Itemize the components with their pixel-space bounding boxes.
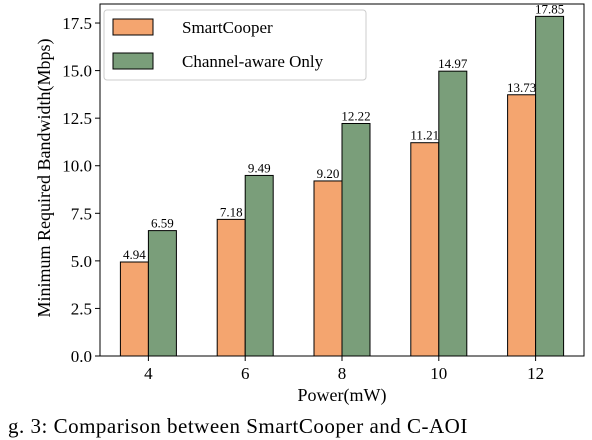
data-label: 17.85 xyxy=(535,1,564,16)
x-axis: 4 6 8 10 12 xyxy=(144,356,544,383)
y-tick-label: 12.5 xyxy=(62,109,92,128)
legend-swatch-channel-aware-only xyxy=(112,52,154,70)
x-tick-label: 10 xyxy=(430,364,447,383)
legend-box xyxy=(103,9,367,81)
x-tick-label: 4 xyxy=(144,364,153,383)
y-tick-label: 10.0 xyxy=(62,157,92,176)
x-tick-label: 12 xyxy=(527,364,544,383)
legend-label-smartcooper: SmartCooper xyxy=(182,18,273,37)
data-label: 12.22 xyxy=(341,108,370,123)
bars-group xyxy=(119,15,565,357)
data-label: 9.49 xyxy=(248,160,271,175)
bar-smartcooper xyxy=(410,142,440,357)
x-tick-label: 6 xyxy=(241,364,250,383)
bar-channel-aware-only xyxy=(535,15,565,357)
legend-swatch-smartcooper xyxy=(112,18,154,36)
y-axis-title: Minimum Required Bandwidth(Mbps) xyxy=(34,39,55,318)
x-axis-title: Power(mW) xyxy=(298,385,387,406)
y-tick-label: 0.0 xyxy=(71,347,92,366)
bar-smartcooper xyxy=(119,261,149,357)
data-label: 9.20 xyxy=(317,166,340,181)
figure-caption: g. 3: Comparison between SmartCooper and… xyxy=(8,414,468,438)
data-label: 14.97 xyxy=(438,56,468,71)
data-labels-group: 4.94 6.59 7.18 9.49 9.20 12.22 11.21 14.97 13.73… xyxy=(123,1,564,262)
bar-channel-aware-only xyxy=(438,70,468,357)
data-label: 4.94 xyxy=(123,247,146,262)
legend-label-channel-aware-only: Channel-aware Only xyxy=(182,52,324,71)
bar-smartcooper xyxy=(313,180,343,357)
bar-channel-aware-only xyxy=(341,122,371,357)
data-label: 13.73 xyxy=(507,80,536,95)
y-tick-label: 17.5 xyxy=(62,14,92,33)
data-label: 6.59 xyxy=(151,216,174,231)
y-tick-label: 7.5 xyxy=(71,204,92,223)
data-label: 11.21 xyxy=(410,128,439,143)
y-tick-label: 2.5 xyxy=(71,299,92,318)
bar-smartcooper xyxy=(216,218,246,357)
data-label: 7.18 xyxy=(220,204,243,219)
y-tick-label: 15.0 xyxy=(62,62,92,81)
bar-channel-aware-only xyxy=(244,174,274,357)
legend: SmartCooper Channel-aware Only xyxy=(103,9,367,81)
x-tick-label: 8 xyxy=(338,364,347,383)
bar-smartcooper xyxy=(507,94,537,357)
y-axis: 0.0 2.5 5.0 7.5 10.0 12.5 15.0 17.5 xyxy=(62,14,100,366)
bar-channel-aware-only xyxy=(147,230,177,357)
y-tick-label: 5.0 xyxy=(71,252,92,271)
